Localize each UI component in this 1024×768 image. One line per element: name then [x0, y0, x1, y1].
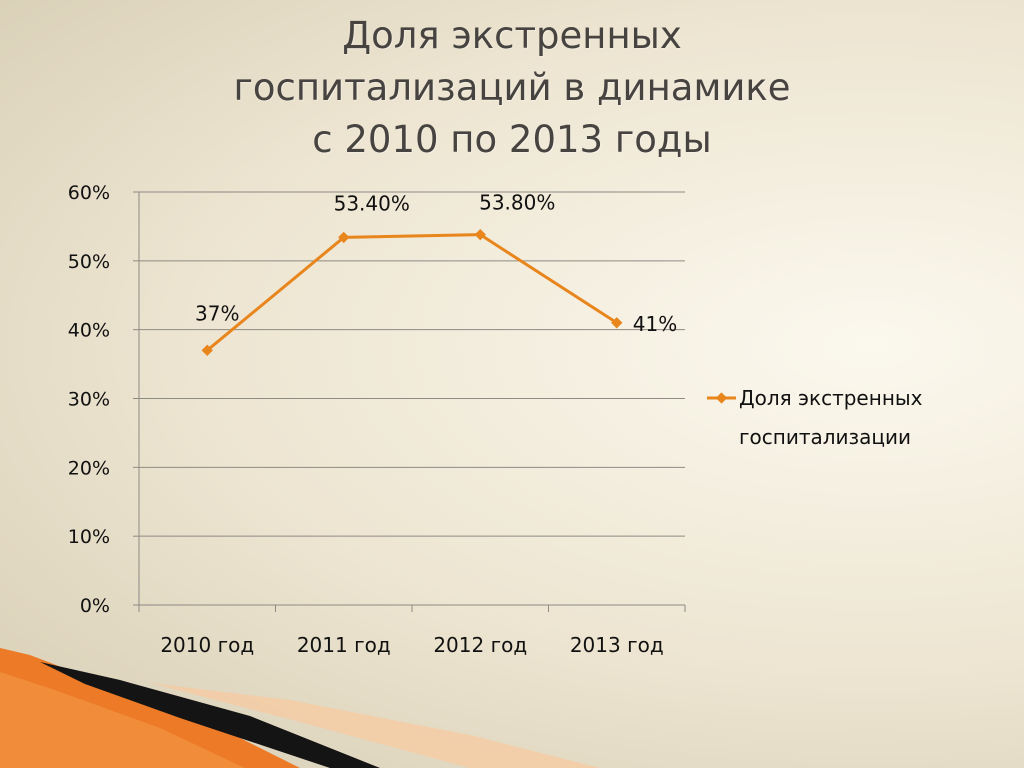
y-tick-label: 20% — [68, 457, 110, 479]
series-line — [206, 233, 618, 352]
y-tick-label: 0% — [80, 595, 110, 617]
data-label: 37% — [195, 301, 239, 325]
data-point-marker — [338, 231, 350, 244]
data-point-marker — [474, 229, 486, 241]
series-layer — [201, 229, 623, 356]
y-tick-label: 50% — [68, 251, 110, 273]
y-tick-label: 60% — [68, 182, 110, 204]
title-line-2: госпитализаций в динамике — [233, 66, 791, 109]
y-tick-label: 10% — [68, 526, 110, 548]
legend-label: Доля экстренных — [739, 386, 923, 410]
title-line-1: Доля экстренных — [342, 14, 682, 57]
gridlines — [139, 191, 685, 537]
data-point-marker — [201, 344, 213, 356]
title-line-3: с 2010 по 2013 годы — [312, 118, 712, 161]
axes: 0% 10% 20% 30% 40% 50% 60% 2010 год 2011 год 2012… — [68, 182, 686, 657]
data-point-marker — [611, 317, 623, 329]
legend: Доля экстренных госпитализации — [707, 386, 923, 449]
legend-marker — [715, 392, 728, 404]
data-labels: 37% 53.40% 53.80% 41% — [195, 191, 677, 336]
x-tick-label: 2011 год — [297, 633, 391, 657]
x-tick-label: 2010 год — [160, 633, 254, 657]
data-label: 53.80% — [479, 191, 555, 215]
x-tick-label: 2013 год — [570, 633, 664, 657]
legend-label: госпитализации — [739, 425, 911, 449]
decor-peach-stripe — [150, 683, 600, 768]
slide-title: Доля экстренных госпитализаций в динамик… — [112, 10, 912, 166]
x-tick-label: 2012 год — [433, 633, 527, 657]
y-tick-label: 30% — [68, 389, 110, 411]
data-label: 53.40% — [334, 191, 410, 215]
y-tick-label: 40% — [68, 320, 110, 342]
corner-decoration — [0, 648, 600, 768]
decor-orange-highlight — [0, 672, 245, 768]
decor-dark-stripe — [40, 662, 380, 768]
data-label: 41% — [633, 312, 677, 336]
